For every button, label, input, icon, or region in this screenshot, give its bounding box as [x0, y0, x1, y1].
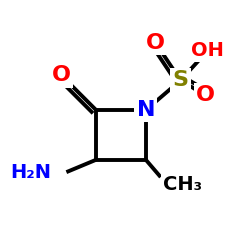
Text: O: O: [146, 33, 165, 53]
Text: N: N: [136, 100, 155, 120]
Text: OH: OH: [192, 41, 224, 60]
Text: S: S: [172, 70, 188, 90]
Text: O: O: [196, 85, 215, 105]
Text: O: O: [52, 65, 71, 86]
Text: H₂N: H₂N: [10, 163, 51, 182]
Text: CH₃: CH₃: [163, 175, 202, 194]
